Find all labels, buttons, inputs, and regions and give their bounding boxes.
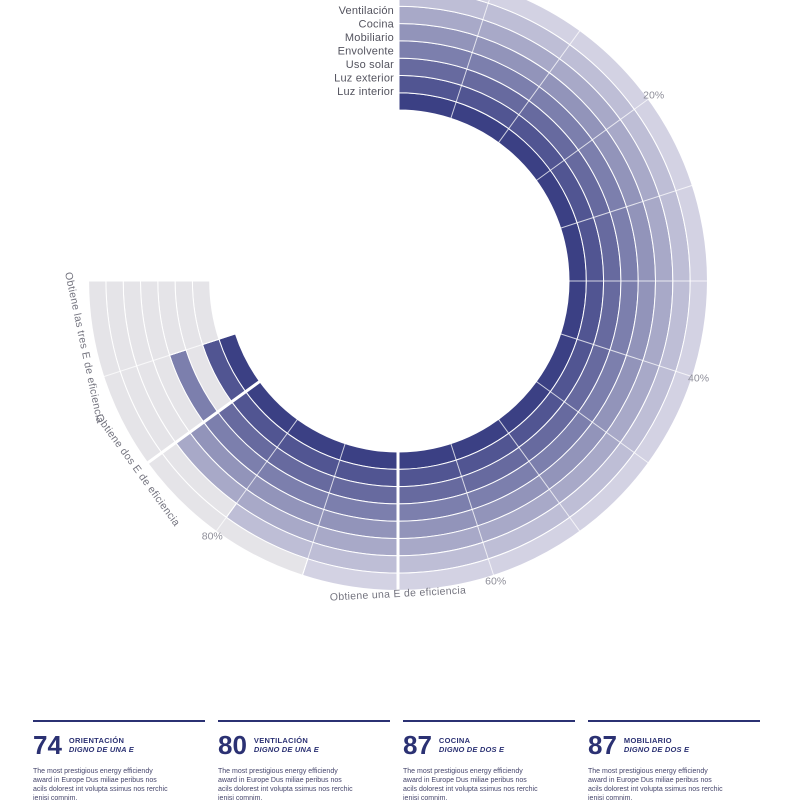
grid-line <box>536 98 649 181</box>
ring-label-ventilacion: Ventilación <box>339 5 394 17</box>
stat-subtitle: DIGNO DE UNA E <box>68 745 134 754</box>
grid-line <box>450 443 495 576</box>
stat-subtitle: DIGNO DE DOS E <box>438 745 505 754</box>
grid-line <box>560 333 693 378</box>
stat-description: The most prestigious energy efficiendy a… <box>33 768 168 802</box>
stat-value: 87 <box>588 730 617 760</box>
stat-header: 74 ORIENTACIÓN DIGNO DE UNA E <box>33 730 205 760</box>
stat-value: 87 <box>403 730 432 760</box>
stat-description: The most prestigious energy efficiendy a… <box>218 768 353 802</box>
tick-label-80: 80% <box>202 531 223 543</box>
stat-column-cocina: 87 COCINA DIGNO DE DOS E The most prestigio… <box>403 720 575 803</box>
ring-label-uso-solar: Uso solar <box>346 59 394 71</box>
stat-title: COCINA <box>438 736 471 745</box>
stat-header: 87 MOBILIARIO DIGNO DE DOS E <box>588 730 760 760</box>
ring-label-luz-interior: Luz interior <box>337 86 394 98</box>
stats-panel: 74 ORIENTACIÓN DIGNO DE UNA E The most pres… <box>33 720 760 803</box>
stat-description: The most prestigious energy efficiendy a… <box>588 768 723 802</box>
ring-arc-luz-exterior <box>201 74 605 488</box>
ring-arc-envolvente <box>168 40 639 522</box>
stat-column-mobiliario: 87 MOBILIARIO DIGNO DE DOS E The most prest… <box>588 720 760 803</box>
grid-line <box>498 419 581 532</box>
stat-title: VENTILACIÓN <box>253 736 309 745</box>
ring-label-envolvente: Envolvente <box>338 46 394 58</box>
ring-label-luz-exterior: Luz exterior <box>334 73 394 85</box>
grid-line <box>450 0 490 119</box>
stat-column-ventilacion: 80 VENTILACIÓN DIGNO DE UNA E The most pres… <box>218 720 390 803</box>
ring-arc-luz-interior <box>218 92 587 470</box>
grid-line <box>536 381 649 464</box>
stat-header: 87 COCINA DIGNO DE DOS E <box>403 730 575 760</box>
threshold-label-obtiene-una-e-de-eficiencia: Obtiene una E de eficiencia <box>330 584 467 603</box>
stat-value: 80 <box>218 730 247 760</box>
grid-line <box>301 443 346 576</box>
grid-line <box>560 184 693 229</box>
stat-value: 74 <box>33 730 62 760</box>
stat-subtitle: DIGNO DE UNA E <box>253 745 319 754</box>
grid-line <box>498 30 581 143</box>
ring-label-cocina: Cocina <box>359 19 395 31</box>
ring-label-mobiliario: Mobiliario <box>345 32 394 44</box>
stat-title: MOBILIARIO <box>623 736 672 745</box>
tick-label-20: 20% <box>643 89 664 101</box>
stat-header: 80 VENTILACIÓN DIGNO DE UNA E <box>218 730 390 760</box>
threshold-gap-line <box>145 379 263 466</box>
grid-line <box>215 419 298 532</box>
grid-line <box>103 333 236 378</box>
stat-description: The most prestigious energy efficiendy a… <box>403 768 538 802</box>
tick-label-60: 60% <box>485 576 506 588</box>
stat-title: ORIENTACIÓN <box>68 736 125 745</box>
tick-label-40: 40% <box>688 373 709 385</box>
stat-subtitle: DIGNO DE DOS E <box>623 745 690 754</box>
stat-column-orientacion: 74 ORIENTACIÓN DIGNO DE UNA E The most pres… <box>33 720 205 803</box>
